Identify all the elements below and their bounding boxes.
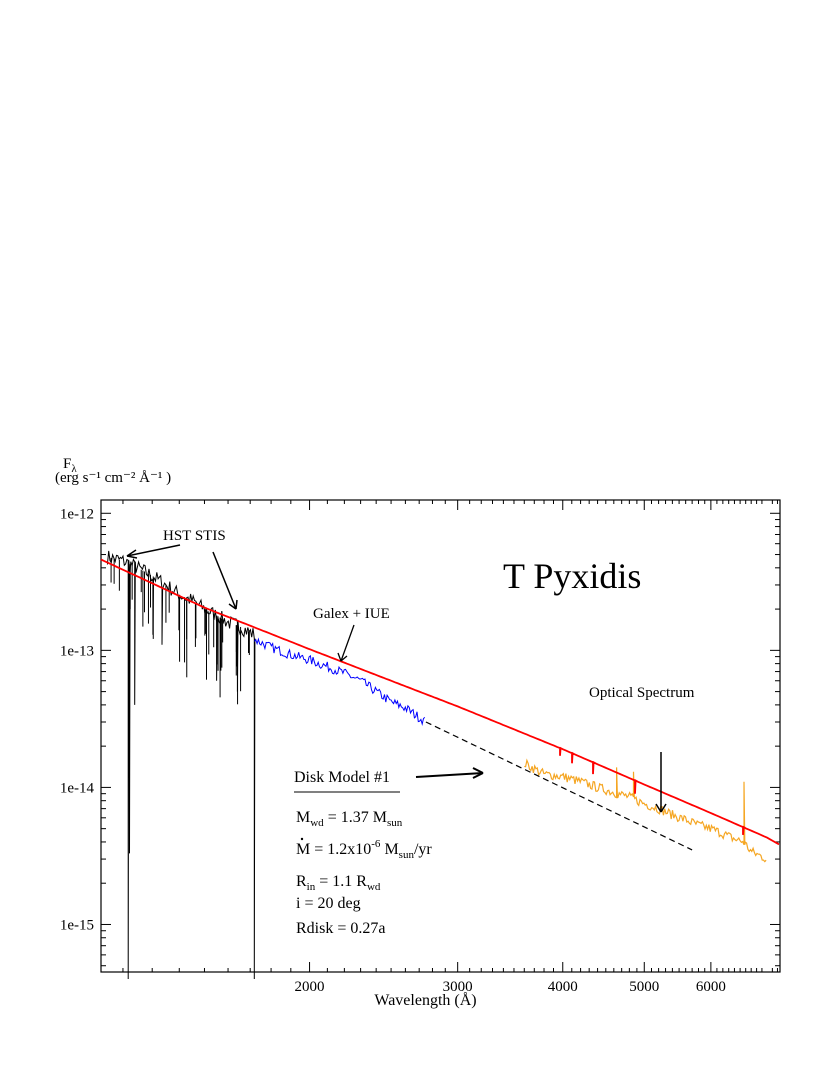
- parameter-part: /yr: [414, 841, 432, 858]
- disk-model-arrow-line: [415, 772, 484, 778]
- model-parameter: Mwd = 1.37 Msun: [296, 809, 403, 829]
- x-tick-label: 2000: [295, 979, 325, 995]
- optical-spectrum-label: Optical Spectrum: [589, 685, 695, 701]
- x-tick-label: 3000: [443, 979, 473, 995]
- parameter-part: = 1.37 M: [324, 809, 387, 826]
- galex-arrow-line: [340, 624, 355, 662]
- mdot-dot: [300, 837, 304, 841]
- model-parameter: Rdisk = 0.27a: [296, 920, 385, 937]
- y-tick-label: 1e-13: [60, 643, 94, 659]
- x-tick-label: 4000: [548, 979, 578, 995]
- disk-model-label: Disk Model #1: [294, 769, 390, 786]
- galex-iue-spectrum: [254, 637, 426, 726]
- parameter-part: R: [296, 873, 307, 890]
- parameter-part: sun: [387, 817, 403, 829]
- model-parameter: i = 20 deg: [296, 895, 361, 912]
- parameter-part: = 1.1 R: [315, 873, 367, 890]
- parameter-part: in: [307, 881, 316, 893]
- parameter-part: = 1.2x10: [310, 841, 371, 858]
- parameter-part: wd: [367, 881, 381, 893]
- parameter-part: wd: [310, 817, 324, 829]
- hst-arrow-line-1: [126, 544, 181, 557]
- x-axis-label: Wavelength (Å): [374, 991, 476, 1009]
- y-tick-label: 1e-14: [60, 780, 95, 796]
- hst-arrow-line-2: [212, 551, 237, 610]
- parameter-part: M: [296, 809, 310, 826]
- parameter-part: -6: [371, 838, 381, 850]
- y-axis-units: (erg s⁻¹ cm⁻² Å⁻¹ ): [55, 470, 171, 486]
- dashed-extrapolation-line: [425, 721, 693, 851]
- hst-stis-label: HST STIS: [163, 528, 226, 544]
- model-parameter: Rin = 1.1 Rwd: [296, 873, 381, 893]
- disk-model-arrowhead: [472, 767, 484, 779]
- hst-arrowhead-2: [228, 599, 238, 610]
- parameter-part: sun: [399, 849, 415, 861]
- y-tick-label: 1e-12: [60, 506, 94, 522]
- disk-model-line: [100, 558, 780, 846]
- model-parameter: M = 1.2x10-6 Msun/yr: [296, 838, 432, 861]
- x-tick-label: 5000: [629, 979, 659, 995]
- plot-frame: [100, 499, 781, 973]
- hst-arrowhead-1: [126, 549, 138, 559]
- y-axis-label-sub: λ: [71, 463, 77, 475]
- hst-stis-spectrum: [106, 550, 256, 980]
- parameter-part: M: [296, 841, 310, 858]
- parameter-part: M: [380, 841, 398, 858]
- galex-arrowhead: [337, 652, 348, 662]
- galex-iue-label: Galex + IUE: [313, 606, 390, 622]
- optical-spectrum: [524, 758, 767, 863]
- y-tick-label: 1e-15: [60, 917, 94, 933]
- x-tick-label: 6000: [696, 979, 726, 995]
- chart-title: T Pyxidis: [503, 556, 641, 596]
- optical-arrowhead: [655, 803, 667, 813]
